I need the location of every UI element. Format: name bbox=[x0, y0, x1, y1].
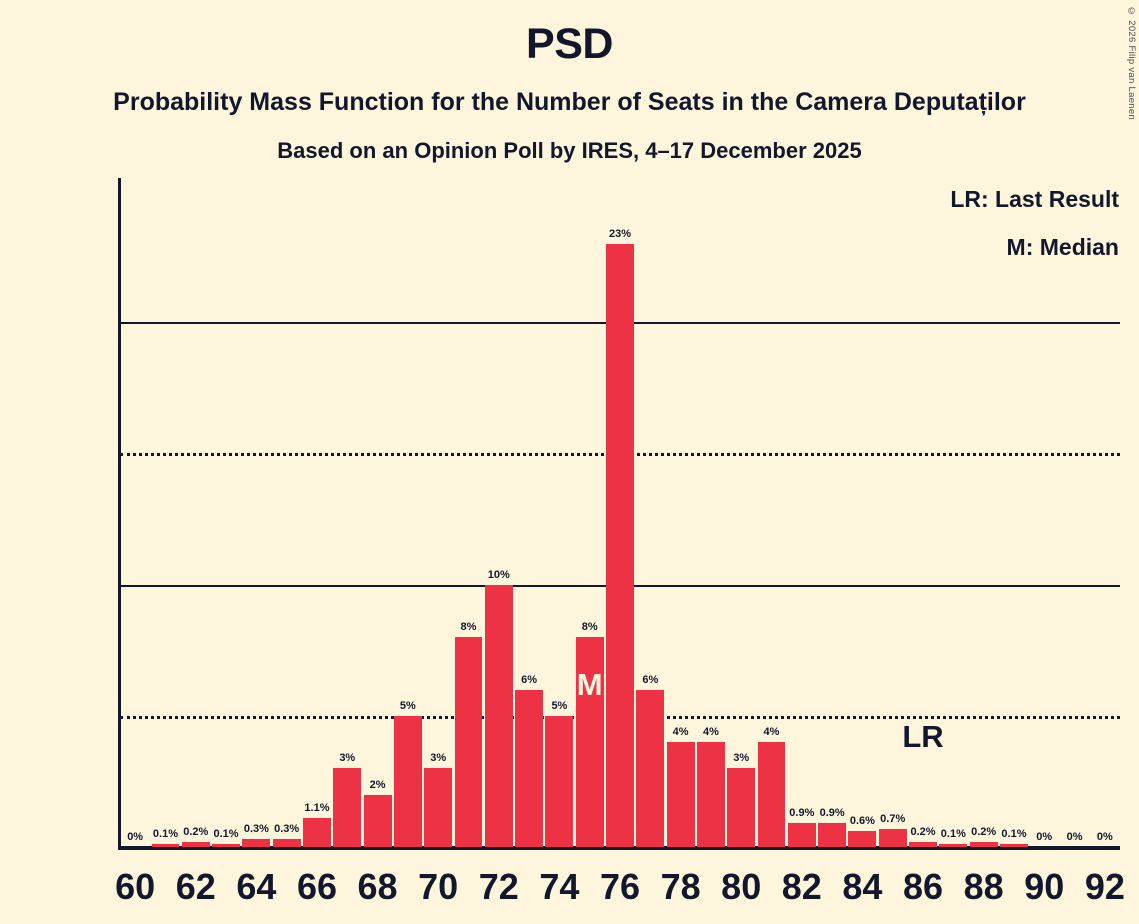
x-tick-label-78: 78 bbox=[660, 866, 701, 907]
bar-seat-77 bbox=[636, 689, 665, 847]
bar-seat-65 bbox=[272, 839, 301, 847]
bar-value-label-60: 0% bbox=[127, 831, 144, 843]
x-tick-label-66: 66 bbox=[296, 866, 337, 907]
bar-value-label-84: 0.6% bbox=[849, 815, 875, 828]
bar-seat-70 bbox=[424, 768, 453, 847]
x-tick-label-90: 90 bbox=[1024, 866, 1065, 907]
bar-value-label-91: 0% bbox=[1066, 831, 1083, 843]
x-tick-label-64: 64 bbox=[236, 866, 277, 907]
marker-m: M bbox=[576, 667, 603, 703]
bar-seat-71 bbox=[454, 637, 483, 847]
chart-source-line: Based on an Opinion Poll by IRES, 4–17 D… bbox=[277, 138, 862, 163]
bar-value-label-87: 0.1% bbox=[940, 828, 966, 841]
bar-value-label-82: 0.9% bbox=[789, 807, 815, 820]
bar-seat-85 bbox=[878, 828, 907, 847]
bar-value-label-74: 5% bbox=[551, 699, 568, 712]
bar-value-label-79: 4% bbox=[702, 726, 719, 739]
x-tick-label-62: 62 bbox=[175, 866, 216, 907]
bar-seat-72 bbox=[484, 584, 513, 847]
bar-value-label-69: 5% bbox=[399, 699, 416, 712]
bar-value-label-86: 0.2% bbox=[910, 825, 936, 838]
bar-value-label-73: 6% bbox=[521, 673, 538, 686]
bar-seat-87 bbox=[939, 844, 968, 847]
legend-last-result: LR: Last Result bbox=[950, 186, 1119, 212]
bar-value-label-61: 0.1% bbox=[152, 828, 178, 841]
bar-seat-84 bbox=[848, 831, 877, 847]
bar-value-label-75: 8% bbox=[581, 621, 598, 634]
bar-seat-62 bbox=[181, 841, 210, 847]
bar-seat-80 bbox=[727, 768, 756, 847]
x-tick-label-60: 60 bbox=[115, 866, 156, 907]
bar-value-label-67: 3% bbox=[339, 752, 356, 765]
bar-seat-73 bbox=[515, 689, 544, 847]
bar-value-label-68: 2% bbox=[369, 778, 386, 791]
bar-seat-82 bbox=[787, 823, 816, 847]
bar-value-label-78: 4% bbox=[672, 726, 689, 739]
bar-seat-66 bbox=[303, 818, 331, 847]
bar-seat-81 bbox=[757, 742, 786, 847]
bar-value-label-63: 0.1% bbox=[213, 828, 239, 841]
marker-lr: LR bbox=[902, 719, 944, 754]
legend-median: M: Median bbox=[1006, 234, 1119, 260]
bar-value-label-64: 0.3% bbox=[243, 823, 269, 836]
bar-value-label-70: 3% bbox=[430, 752, 447, 765]
bar-value-label-92: 0% bbox=[1096, 831, 1113, 843]
x-tick-label-88: 88 bbox=[963, 866, 1004, 907]
x-tick-label-80: 80 bbox=[721, 866, 762, 907]
bar-value-label-77: 6% bbox=[642, 673, 659, 686]
bar-value-label-89: 0.1% bbox=[1001, 828, 1027, 841]
page-title: PSD bbox=[526, 20, 613, 68]
bar-seat-78 bbox=[666, 742, 695, 847]
x-tick-label-82: 82 bbox=[781, 866, 822, 907]
x-axis bbox=[118, 846, 1120, 850]
bar-value-label-85: 0.7% bbox=[880, 812, 906, 825]
bar-value-label-72: 10% bbox=[487, 568, 510, 581]
bar-value-label-66: 1.1% bbox=[304, 802, 330, 815]
bar-seat-69 bbox=[393, 715, 422, 847]
bar-seat-83 bbox=[818, 823, 847, 847]
bar-value-label-88: 0.2% bbox=[971, 825, 997, 838]
bar-seat-74 bbox=[545, 715, 574, 847]
bar-seat-67 bbox=[333, 768, 362, 847]
plot-area: 10%20% 0%0.1%0.2%0.1%0.3%0.3%1.1%3%2%5%3… bbox=[118, 178, 1120, 850]
bar-seat-75 bbox=[575, 637, 604, 847]
x-tick-label-68: 68 bbox=[357, 866, 398, 907]
x-tick-label-92: 92 bbox=[1084, 866, 1125, 907]
x-tick-label-74: 74 bbox=[539, 866, 580, 907]
bar-value-label-83: 0.9% bbox=[819, 807, 845, 820]
bar-value-label-76: 23% bbox=[608, 227, 632, 240]
x-tick-label-72: 72 bbox=[478, 866, 519, 907]
y-axis bbox=[118, 178, 121, 849]
bar-seat-61 bbox=[151, 844, 180, 847]
x-tick-label-76: 76 bbox=[599, 866, 641, 907]
bar-seat-63 bbox=[212, 844, 240, 847]
bar-seat-76 bbox=[606, 243, 634, 847]
x-tick-label-70: 70 bbox=[418, 866, 459, 907]
bar-seat-64 bbox=[242, 839, 271, 847]
bar-seat-88 bbox=[969, 841, 998, 847]
bar-seat-86 bbox=[909, 841, 937, 847]
x-tick-label-86: 86 bbox=[902, 866, 944, 907]
bar-seat-68 bbox=[363, 794, 392, 847]
bar-value-label-62: 0.2% bbox=[183, 825, 209, 838]
bar-value-label-80: 3% bbox=[733, 752, 750, 765]
chart-subtitle: Probability Mass Function for the Number… bbox=[113, 88, 1026, 116]
x-tick-label-84: 84 bbox=[842, 866, 883, 907]
bar-value-label-71: 8% bbox=[460, 621, 477, 634]
bar-seat-89 bbox=[1000, 844, 1028, 847]
bar-seat-79 bbox=[696, 742, 725, 847]
bar-value-label-65: 0.3% bbox=[274, 823, 300, 836]
bar-value-label-81: 4% bbox=[763, 726, 780, 739]
copyright-notice: © 2026 Filip van Laenen bbox=[1126, 6, 1137, 121]
bar-value-label-90: 0% bbox=[1036, 831, 1053, 843]
